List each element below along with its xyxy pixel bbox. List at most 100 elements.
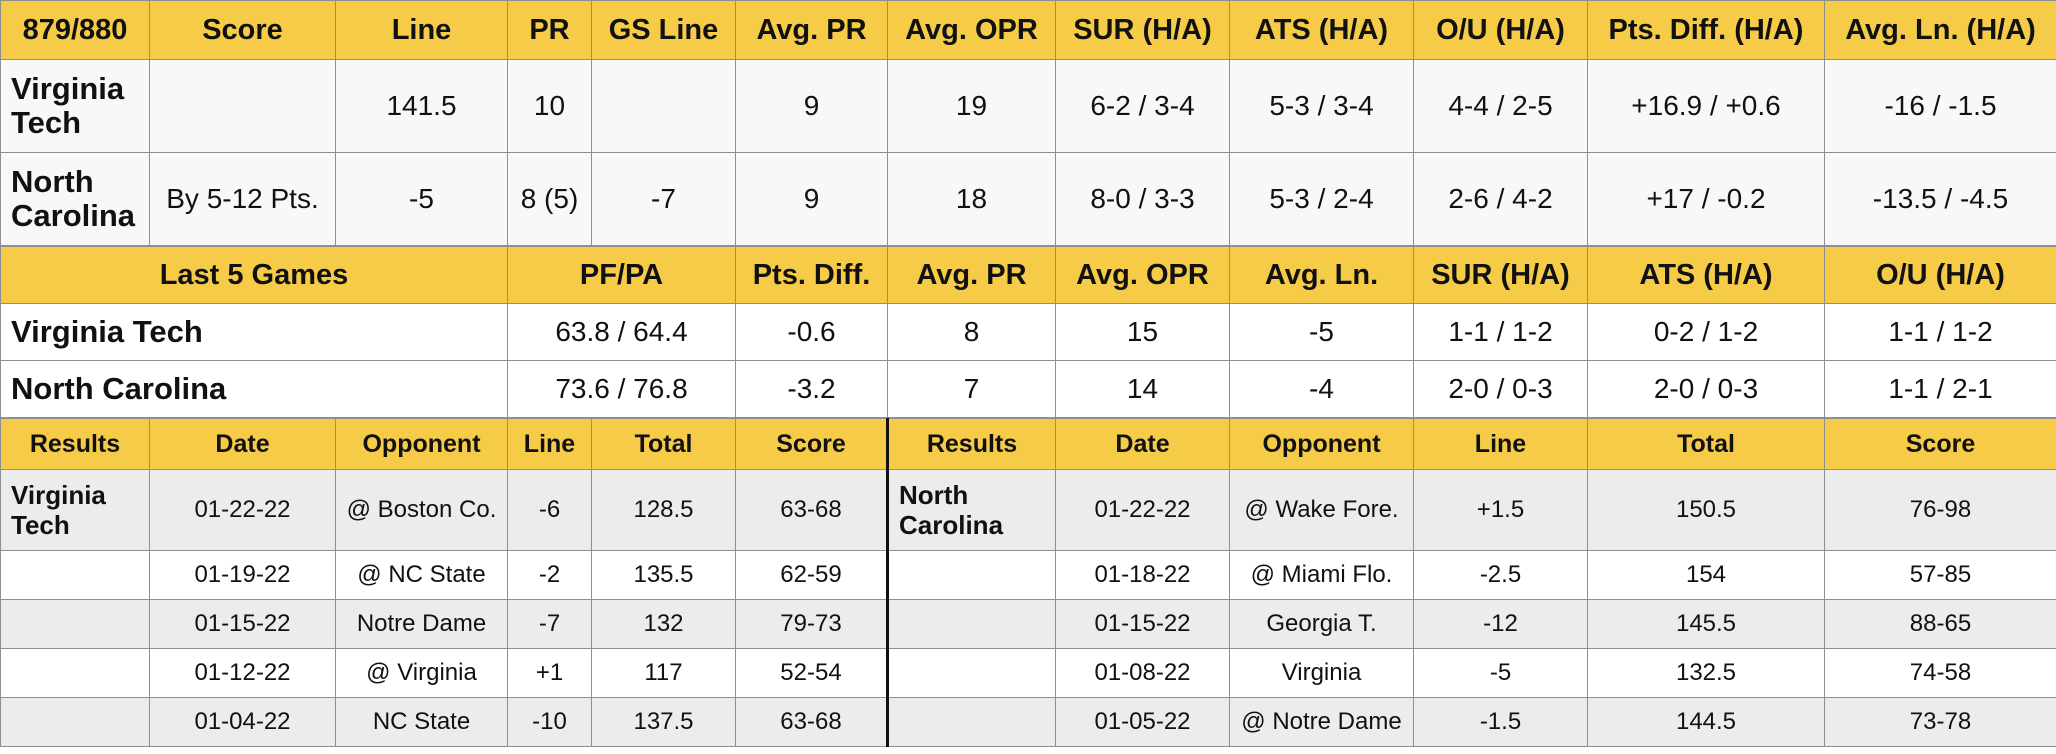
- table-cell: 1-1 / 1-2: [1824, 303, 2056, 361]
- table-cell: -4: [1229, 360, 1414, 418]
- header-score: Score: [1824, 418, 2056, 470]
- table-cell: 62-59: [735, 550, 888, 600]
- table-cell: 9: [735, 152, 888, 246]
- header-game-numbers: 879/880: [0, 0, 150, 60]
- team-name: [0, 648, 150, 698]
- header-ats: ATS (H/A): [1229, 0, 1414, 60]
- table-cell: -12: [1413, 599, 1588, 649]
- table-cell: 73-78: [1824, 697, 2056, 747]
- table-cell: 57-85: [1824, 550, 2056, 600]
- table-cell: -7: [507, 599, 592, 649]
- table-cell: 01-19-22: [149, 550, 336, 600]
- header-pf-pa: PF/PA: [507, 246, 736, 304]
- table-cell: 0-2 / 1-2: [1587, 303, 1825, 361]
- header-score: Score: [735, 418, 888, 470]
- results-table: Results Date Opponent Line Total Score R…: [0, 418, 2056, 747]
- table-cell: 01-18-22: [1055, 550, 1230, 600]
- table-cell: +1.5: [1413, 469, 1588, 551]
- table-cell: +1: [507, 648, 592, 698]
- header-avg-opr: Avg. OPR: [887, 0, 1056, 60]
- table-cell: 63-68: [735, 469, 888, 551]
- table-cell: 01-15-22: [149, 599, 336, 649]
- team-name: [886, 648, 1056, 698]
- table-cell: 52-54: [735, 648, 888, 698]
- header-total: Total: [1587, 418, 1825, 470]
- table-cell: 141.5: [335, 59, 508, 153]
- table-cell: 9: [735, 59, 888, 153]
- header-results: Results: [0, 418, 150, 470]
- table-cell: 76-98: [1824, 469, 2056, 551]
- table-cell: 144.5: [1587, 697, 1825, 747]
- table-cell: 63.8 / 64.4: [507, 303, 736, 361]
- table-cell: 2-0 / 0-3: [1587, 360, 1825, 418]
- table-cell: @ Wake Fore.: [1229, 469, 1414, 551]
- last5-row-virginia-tech: Virginia Tech 63.8 / 64.4 -0.6 8 15 -5 1…: [0, 303, 2056, 361]
- header-sur: SUR (H/A): [1413, 246, 1588, 304]
- team-name: Virginia Tech: [0, 59, 150, 153]
- table-cell: 01-04-22: [149, 697, 336, 747]
- table-cell: -13.5 / -4.5: [1824, 152, 2056, 246]
- table-cell: Virginia: [1229, 648, 1414, 698]
- table-cell: 8 (5): [507, 152, 592, 246]
- table-cell: 8: [887, 303, 1056, 361]
- table-cell: 63-68: [735, 697, 888, 747]
- header-avg-opr: Avg. OPR: [1055, 246, 1230, 304]
- table-cell: 2-0 / 0-3: [1413, 360, 1588, 418]
- table-cell: @ Virginia: [335, 648, 508, 698]
- table-cell: 88-65: [1824, 599, 2056, 649]
- last5-header-row: Last 5 Games PF/PA Pts. Diff. Avg. PR Av…: [0, 246, 2056, 304]
- table-cell: 79-73: [735, 599, 888, 649]
- table-cell: 19: [887, 59, 1056, 153]
- table-row: 01-12-22 @ Virginia +1 117 52-54 01-08-2…: [0, 648, 2056, 698]
- team-name: North Carolina: [0, 360, 508, 418]
- team-name: [0, 599, 150, 649]
- table-cell: -5: [1413, 648, 1588, 698]
- table-cell: 154: [1587, 550, 1825, 600]
- header-pts-diff: Pts. Diff.: [735, 246, 888, 304]
- table-cell: 150.5: [1587, 469, 1825, 551]
- table-cell: 5-3 / 2-4: [1229, 152, 1414, 246]
- team-name: [886, 550, 1056, 600]
- table-cell: 01-22-22: [149, 469, 336, 551]
- table-cell: 01-12-22: [149, 648, 336, 698]
- header-sur: SUR (H/A): [1055, 0, 1230, 60]
- table-cell: -7: [591, 152, 736, 246]
- table-cell: [591, 59, 736, 153]
- matchup-table: 879/880 Score Line PR GS Line Avg. PR Av…: [0, 0, 2056, 246]
- table-cell: 10: [507, 59, 592, 153]
- table-cell: @ NC State: [335, 550, 508, 600]
- table-cell: 14: [1055, 360, 1230, 418]
- table-cell: 1-1 / 2-1: [1824, 360, 2056, 418]
- team-name: Virginia Tech: [0, 469, 150, 551]
- team-name: [0, 550, 150, 600]
- table-cell: -2.5: [1413, 550, 1588, 600]
- table-cell: Notre Dame: [335, 599, 508, 649]
- table-cell: By 5-12 Pts.: [149, 152, 336, 246]
- table-row: 01-04-22 NC State -10 137.5 63-68 01-05-…: [0, 697, 2056, 747]
- table-cell: 132: [591, 599, 736, 649]
- table-cell: 2-6 / 4-2: [1413, 152, 1588, 246]
- header-ou: O/U (H/A): [1413, 0, 1588, 60]
- table-cell: 73.6 / 76.8: [507, 360, 736, 418]
- table-cell: 145.5: [1587, 599, 1825, 649]
- header-date: Date: [1055, 418, 1230, 470]
- table-cell: -5: [1229, 303, 1414, 361]
- header-pts-diff: Pts. Diff. (H/A): [1587, 0, 1825, 60]
- header-last-5-games: Last 5 Games: [0, 246, 508, 304]
- table-cell: [149, 59, 336, 153]
- table-cell: -16 / -1.5: [1824, 59, 2056, 153]
- header-pr: PR: [507, 0, 592, 60]
- table-row: Virginia Tech 01-22-22 @ Boston Co. -6 1…: [0, 469, 2056, 551]
- table-cell: 01-22-22: [1055, 469, 1230, 551]
- table-cell: Georgia T.: [1229, 599, 1414, 649]
- header-date: Date: [149, 418, 336, 470]
- table-cell: -6: [507, 469, 592, 551]
- header-avg-pr: Avg. PR: [887, 246, 1056, 304]
- header-ou: O/U (H/A): [1824, 246, 2056, 304]
- table-cell: +16.9 / +0.6: [1587, 59, 1825, 153]
- table-row: 01-15-22 Notre Dame -7 132 79-73 01-15-2…: [0, 599, 2056, 649]
- matchup-row-north-carolina: North Carolina By 5-12 Pts. -5 8 (5) -7 …: [0, 152, 2056, 246]
- table-cell: 5-3 / 3-4: [1229, 59, 1414, 153]
- header-opponent: Opponent: [335, 418, 508, 470]
- table-cell: -1.5: [1413, 697, 1588, 747]
